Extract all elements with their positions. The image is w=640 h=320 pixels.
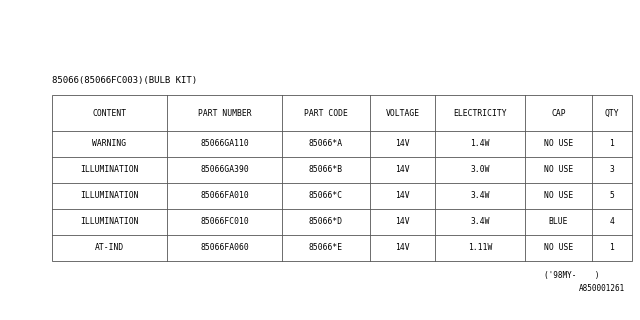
Text: 1: 1 xyxy=(609,140,614,148)
Text: CAP: CAP xyxy=(551,108,566,117)
Text: 1.11W: 1.11W xyxy=(468,244,492,252)
Text: ('98MY-    ): ('98MY- ) xyxy=(545,271,600,280)
Text: A850001261: A850001261 xyxy=(579,284,625,293)
Text: ELECTRICITY: ELECTRICITY xyxy=(453,108,507,117)
Bar xyxy=(52,95,632,261)
Text: 85066*B: 85066*B xyxy=(309,165,343,174)
Text: QTY: QTY xyxy=(605,108,620,117)
Text: 85066FA060: 85066FA060 xyxy=(200,244,249,252)
Text: 1: 1 xyxy=(609,244,614,252)
Text: ILLUMINATION: ILLUMINATION xyxy=(80,165,139,174)
Text: 14V: 14V xyxy=(395,191,410,201)
Text: 3: 3 xyxy=(609,165,614,174)
Text: 85066*E: 85066*E xyxy=(309,244,343,252)
Text: 85066GA390: 85066GA390 xyxy=(200,165,249,174)
Text: 85066FA010: 85066FA010 xyxy=(200,191,249,201)
Text: 14V: 14V xyxy=(395,165,410,174)
Text: 4: 4 xyxy=(609,218,614,227)
Text: VOLTAGE: VOLTAGE xyxy=(385,108,420,117)
Text: 85066*C: 85066*C xyxy=(309,191,343,201)
Text: 14V: 14V xyxy=(395,140,410,148)
Text: ILLUMINATION: ILLUMINATION xyxy=(80,191,139,201)
Text: PART NUMBER: PART NUMBER xyxy=(198,108,252,117)
Text: NO USE: NO USE xyxy=(544,165,573,174)
Text: 3.4W: 3.4W xyxy=(470,218,490,227)
Text: NO USE: NO USE xyxy=(544,191,573,201)
Text: 85066GA110: 85066GA110 xyxy=(200,140,249,148)
Text: 3.0W: 3.0W xyxy=(470,165,490,174)
Text: NO USE: NO USE xyxy=(544,244,573,252)
Text: 85066*A: 85066*A xyxy=(309,140,343,148)
Text: ILLUMINATION: ILLUMINATION xyxy=(80,218,139,227)
Text: 5: 5 xyxy=(609,191,614,201)
Text: 85066*D: 85066*D xyxy=(309,218,343,227)
Text: PART CODE: PART CODE xyxy=(304,108,348,117)
Text: BLUE: BLUE xyxy=(548,218,568,227)
Text: WARNING: WARNING xyxy=(92,140,127,148)
Text: 85066FC010: 85066FC010 xyxy=(200,218,249,227)
Text: 1.4W: 1.4W xyxy=(470,140,490,148)
Text: 14V: 14V xyxy=(395,218,410,227)
Text: NO USE: NO USE xyxy=(544,140,573,148)
Text: CONTENT: CONTENT xyxy=(92,108,127,117)
Text: AT-IND: AT-IND xyxy=(95,244,124,252)
Text: 14V: 14V xyxy=(395,244,410,252)
Text: 85066(85066FC003)(BULB KIT): 85066(85066FC003)(BULB KIT) xyxy=(52,76,197,85)
Text: 3.4W: 3.4W xyxy=(470,191,490,201)
